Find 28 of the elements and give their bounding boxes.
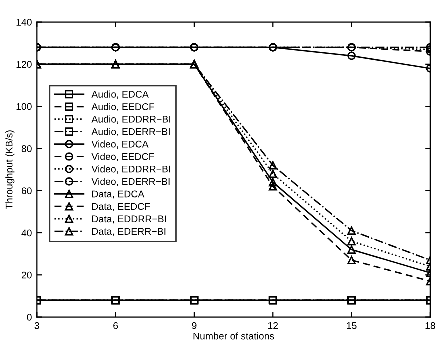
legend-label: Data, EDDRR−BI — [92, 216, 166, 224]
y-tick-label: 140 — [16, 19, 32, 26]
legend-label: Data, EDERR−BI — [92, 228, 166, 236]
x-tick-label: 12 — [268, 322, 278, 330]
x-tick-label: 15 — [347, 322, 357, 330]
y-tick-label: 80 — [22, 145, 32, 152]
x-tick-label: 18 — [426, 322, 436, 330]
legend-label: Audio, EDERR−BI — [92, 128, 170, 136]
legend-label: Data, EEDCF — [92, 203, 150, 212]
y-tick-label: 40 — [22, 230, 32, 237]
x-axis-title: Number of stations — [194, 332, 274, 340]
legend-label: Audio, EDCA — [92, 90, 149, 100]
legend-label: Video, EDERR−BI — [92, 178, 170, 186]
y-tick-label: 120 — [16, 61, 32, 68]
legend-label: Data, EDCA — [92, 190, 145, 199]
legend-label: Video, EEDCF — [92, 153, 154, 162]
legend-label: Audio, EDDRR−BI — [92, 116, 170, 124]
legend-label: Video, EDCA — [92, 140, 149, 149]
legend-label: Audio, EEDCF — [92, 103, 155, 112]
y-tick-label: 0 — [27, 314, 32, 321]
x-tick-label: 9 — [192, 322, 197, 330]
x-tick-label: 3 — [34, 322, 40, 330]
y-tick-label: 20 — [22, 272, 32, 279]
x-tick-label: 6 — [114, 322, 118, 330]
y-tick-label: 100 — [16, 103, 32, 110]
y-axis-title: Throughput (KB/s) — [6, 130, 15, 210]
y-tick-label: 60 — [22, 188, 32, 194]
legend-label: Video, EDDRR−BI — [92, 166, 170, 174]
